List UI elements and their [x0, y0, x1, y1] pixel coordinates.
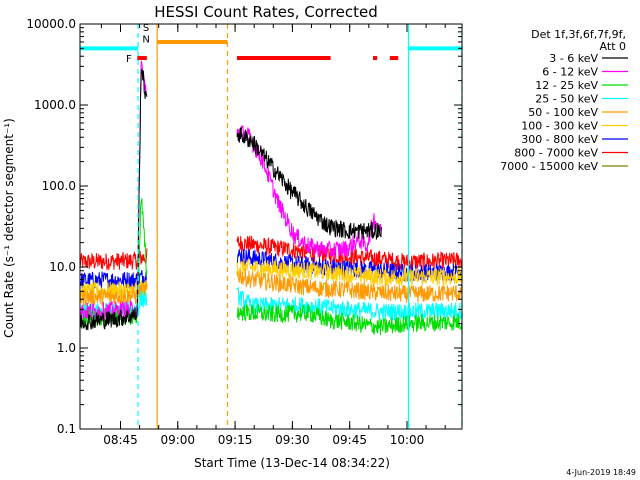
legend-label: 50 - 100 keV [528, 106, 598, 119]
y-tick-label: 10.0 [49, 260, 76, 274]
flag-label-f: F [126, 54, 132, 65]
series-line-50-100-kev-1 [236, 268, 463, 304]
plot-frame [79, 23, 463, 430]
y-tick-label: 100.0 [42, 179, 76, 193]
axes: 0.1 1.0 10.0 100.0 1000.0 10000.0 08:45 09:00 09… [26, 17, 462, 447]
x-axis-label: Start Time (13-Dec-14 08:34:22) [194, 456, 390, 470]
x-tick-label: 09:30 [275, 433, 310, 447]
chart-title: HESSI Count Rates, Corrected [154, 3, 378, 21]
footer-timestamp: 4-Jun-2019 18:49 [566, 468, 636, 477]
series-line-25-50-kev-1 [236, 286, 463, 321]
flag-label-s: S [143, 23, 149, 34]
x-tick-label: 09:45 [332, 433, 367, 447]
y-tick-label: 1000.0 [34, 98, 76, 112]
series-line-6-12-kev-1 [236, 125, 382, 259]
flag-label-n: N [142, 35, 149, 46]
x-tick-label: 09:15 [218, 433, 253, 447]
legend-label: 12 - 25 keV [535, 79, 598, 92]
y-axis-label: Count Rate (s⁻¹ detector segment⁻¹) [2, 118, 16, 338]
x-tick-label: 09:00 [160, 433, 195, 447]
legend-label: 3 - 6 keV [549, 52, 598, 65]
y-tick-label: 0.1 [57, 422, 76, 436]
legend-label: 25 - 50 keV [535, 93, 598, 106]
legend-header: Att 0 [600, 40, 626, 53]
series-line-100-300-kev-1 [236, 258, 463, 287]
series-line-3-6-kev-1 [236, 126, 382, 240]
y-tick-label: 10000.0 [26, 17, 76, 31]
legend-label: 300 - 800 keV [521, 133, 598, 146]
plot-area: F SN [79, 23, 463, 429]
legend-label: 800 - 7000 keV [514, 147, 598, 160]
x-tick-label: 08:45 [103, 433, 138, 447]
legend-label: 7000 - 15000 keV [500, 160, 598, 173]
legend-label: 6 - 12 keV [542, 66, 598, 79]
series-line-300-800-kev-0 [79, 270, 148, 290]
x-tick-label: 10:00 [390, 433, 425, 447]
y-tick-label: 1.0 [57, 341, 76, 355]
legend-header: Det 1f,3f,6f,7f,9f, [531, 28, 626, 41]
legend-label: 100 - 300 keV [521, 120, 598, 133]
series-line-50-100-kev-0 [79, 281, 148, 306]
series-line-12-25-kev-1 [236, 303, 463, 336]
series-line-800-7000-kev-1 [236, 235, 463, 271]
series-line-800-7000-kev-0 [79, 248, 148, 271]
series-line-3-6-kev-0 [79, 67, 148, 331]
